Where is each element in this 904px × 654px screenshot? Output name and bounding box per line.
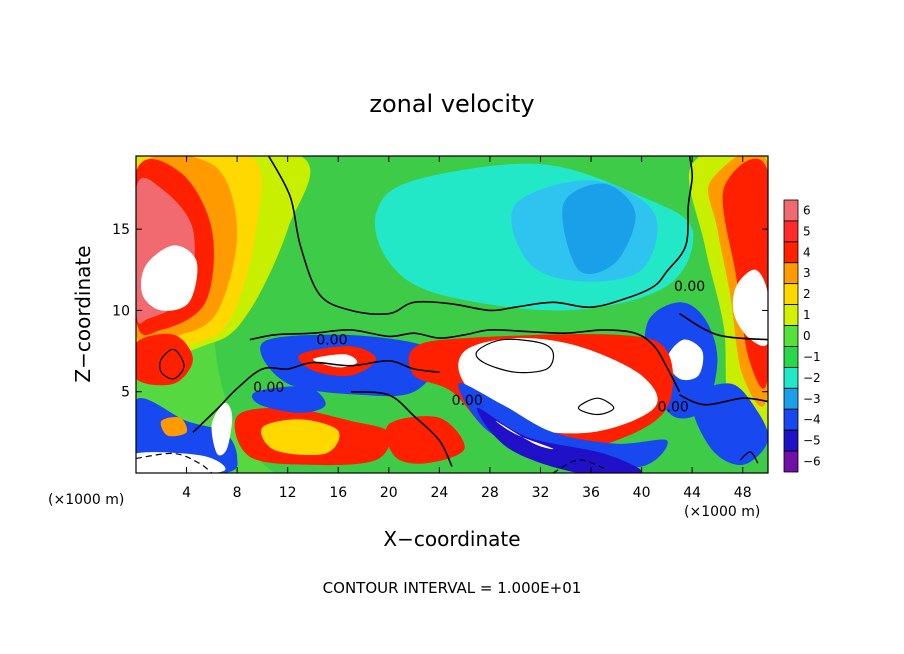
chart-title: zonal velocity <box>369 90 534 118</box>
field-region-3 <box>562 183 636 275</box>
y-tick-label-5: 5 <box>121 385 130 401</box>
contour-line-9 <box>739 451 759 464</box>
field-region-30 <box>211 402 233 456</box>
colorbar-swatch--2 <box>783 366 799 389</box>
x-tick-label-48: 48 <box>734 485 752 501</box>
colorbar-swatch--3 <box>783 387 799 410</box>
contour-line-4 <box>679 394 768 406</box>
x-tick-label-20: 20 <box>380 485 398 501</box>
field-region-32 <box>136 333 193 386</box>
x-tick-label-12: 12 <box>279 485 297 501</box>
colorbar-label-6: 6 <box>803 203 811 217</box>
contour-line-10 <box>136 452 213 473</box>
colorbar-swatch-5 <box>783 220 799 243</box>
colorbar: 6 5 4 3 2 1 0 −1 −2 −3 −4 −5 −6 <box>783 199 821 473</box>
field-region-9 <box>140 245 198 311</box>
y-tick-label-15: 15 <box>112 222 130 238</box>
contour-interval-note: CONTOUR INTERVAL = 1.000E+01 <box>323 579 582 597</box>
colorbar-label--1: −1 <box>803 350 821 364</box>
x-tick-label-32: 32 <box>532 485 550 501</box>
field-region-31 <box>136 452 226 473</box>
colorbar-label-5: 5 <box>803 224 811 238</box>
colorbar-swatch--5 <box>783 429 799 452</box>
field-region-16 <box>666 339 704 381</box>
colorbar-label--2: −2 <box>803 371 821 385</box>
x-tick-label-44: 44 <box>683 485 701 501</box>
colorbar-swatch--6 <box>783 450 799 473</box>
field-region-23 <box>477 407 642 473</box>
x-tick-label-40: 40 <box>633 485 651 501</box>
contour-label-3: 0.00 <box>658 399 689 415</box>
plot-frame <box>135 155 769 474</box>
colorbar-label--3: −3 <box>803 392 821 406</box>
field-region-28 <box>251 386 326 413</box>
contour-line-5 <box>679 313 768 341</box>
y-tick-label-10: 10 <box>112 303 130 319</box>
colorbar-swatch-3 <box>783 262 799 285</box>
colorbar-swatch-4 <box>783 241 799 264</box>
field-region-22 <box>458 382 668 469</box>
colorbar-label-0: 0 <box>803 329 811 343</box>
contour-line-3 <box>350 390 453 467</box>
field-region-33 <box>160 416 188 437</box>
colorbar-swatch-6 <box>783 199 799 222</box>
contour-line-1 <box>249 329 681 393</box>
colorbar-swatch-2 <box>783 283 799 306</box>
colorbar-label-3: 3 <box>803 266 811 280</box>
colorbar-swatch-1 <box>783 304 799 326</box>
colorbar-label--6: −6 <box>803 455 821 469</box>
colorbar-swatch-0 <box>783 325 799 347</box>
contour-label-2: 0.00 <box>452 393 483 409</box>
contour-label-4: 0.00 <box>674 279 705 295</box>
colorbar-label--5: −5 <box>803 434 821 448</box>
x-axis-label: X−coordinate <box>383 527 520 551</box>
x-tick-label-8: 8 <box>233 485 242 501</box>
x-tick-label-36: 36 <box>582 485 600 501</box>
contour-line-0 <box>267 156 694 315</box>
x-tick-label-16: 16 <box>329 485 347 501</box>
colorbar-label--4: −4 <box>803 413 821 427</box>
colorbar-swatch--1 <box>783 346 799 368</box>
x-tick-label-4: 4 <box>182 485 191 501</box>
field-region-13 <box>732 269 768 346</box>
x-tick-label-24: 24 <box>430 485 448 501</box>
contour-line-6 <box>475 338 555 374</box>
y-axis-ticks: 5 10 15 <box>112 222 768 401</box>
colorbar-label-2: 2 <box>803 287 811 301</box>
x-tick-label-28: 28 <box>481 485 499 501</box>
contour-line-8 <box>159 348 185 380</box>
contour-labels: 0.00 0.00 0.00 0.00 0.00 <box>253 279 705 415</box>
contour-line-7 <box>577 397 615 416</box>
x-axis-unit-right: (×1000 m) <box>684 504 760 520</box>
velocity-field <box>136 156 768 473</box>
contour-label-0: 0.00 <box>316 333 347 349</box>
colorbar-swatch--4 <box>783 408 799 431</box>
contour-line-2 <box>192 359 440 433</box>
y-axis-label: Z−coordinate <box>71 245 95 382</box>
colorbar-label-4: 4 <box>803 245 811 259</box>
x-axis-unit-left: (×1000 m) <box>48 492 124 508</box>
x-axis-ticks: 4 8 12 16 20 24 28 32 36 40 44 48 <box>182 156 752 501</box>
colorbar-label-1: 1 <box>803 308 811 322</box>
field-region-19 <box>312 354 358 368</box>
contour-label-1: 0.00 <box>253 380 284 396</box>
field-region-26 <box>261 419 340 456</box>
contour-lines <box>136 156 768 473</box>
